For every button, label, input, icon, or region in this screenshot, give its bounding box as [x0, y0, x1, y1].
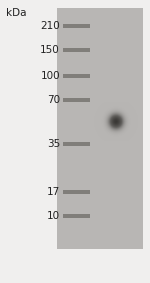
Bar [63, 190, 90, 194]
Text: 150: 150 [40, 44, 60, 55]
Text: 210: 210 [40, 21, 60, 31]
Text: 10: 10 [47, 211, 60, 222]
Bar [63, 142, 90, 146]
Bar [63, 48, 90, 52]
Text: kDa: kDa [6, 8, 27, 18]
Bar [63, 24, 90, 28]
Text: 17: 17 [47, 187, 60, 198]
Bar [63, 98, 90, 102]
Text: 35: 35 [47, 139, 60, 149]
Bar [63, 215, 90, 218]
Text: 100: 100 [40, 71, 60, 82]
Bar [63, 74, 90, 78]
Bar [57, 8, 142, 249]
Text: 70: 70 [47, 95, 60, 106]
